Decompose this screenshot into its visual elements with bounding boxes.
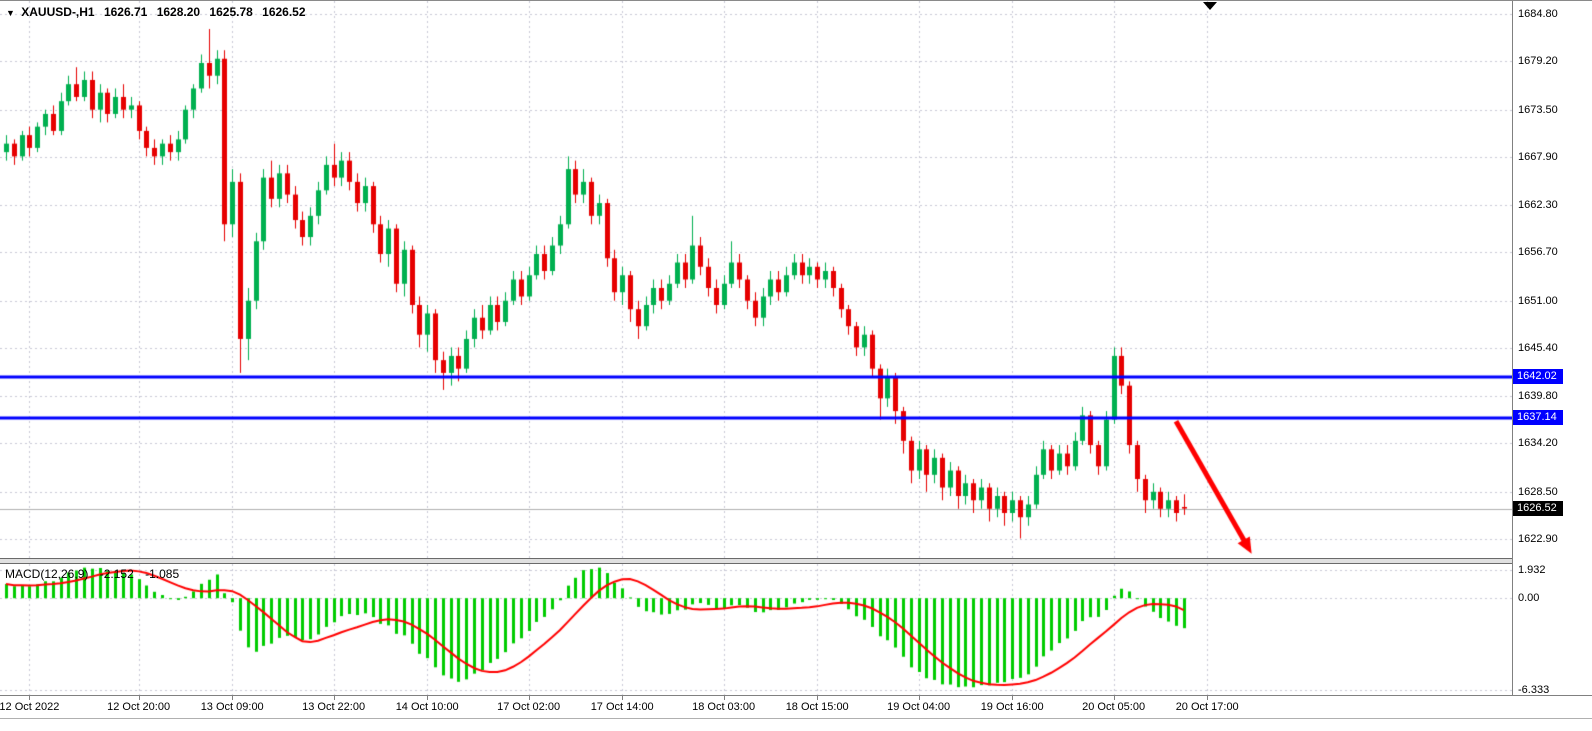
time-tick-label: 12 Oct 20:00 xyxy=(107,701,171,713)
ohlc-high-value: 1628.20 xyxy=(156,5,201,19)
macd-pane-bottom-border xyxy=(0,695,1592,696)
time-axis-tick-mark xyxy=(919,696,920,700)
time-tick-label: 17 Oct 14:00 xyxy=(590,701,654,713)
price-tick-label: 1634.20 xyxy=(1518,437,1558,450)
time-tick-label: 19 Oct 16:00 xyxy=(980,701,1044,713)
price-tick-label: 1645.40 xyxy=(1518,342,1558,355)
macd-tick-label: 1.932 xyxy=(1518,564,1546,577)
time-axis-tick-mark xyxy=(1012,696,1013,700)
time-axis-tick-mark xyxy=(1207,696,1208,700)
price-tick-label: 1679.20 xyxy=(1518,55,1558,68)
pane-divider[interactable] xyxy=(0,558,1592,564)
price-tick-label: 1662.30 xyxy=(1518,198,1558,211)
time-axis-tick-mark xyxy=(427,696,428,700)
candlestick-chart-canvas[interactable] xyxy=(0,1,1512,558)
price-tick-label: 1651.00 xyxy=(1518,294,1558,307)
ohlc-marker-icon: ▼ xyxy=(6,8,15,18)
price-tick-label: 1622.90 xyxy=(1518,533,1558,546)
macd-tick-label: 0.00 xyxy=(1518,592,1540,605)
time-tick-label: 20 Oct 05:00 xyxy=(1082,701,1146,713)
time-tick-label: 13 Oct 22:00 xyxy=(302,701,366,713)
price-tick-label: 1673.50 xyxy=(1518,103,1558,116)
time-tick-label: 19 Oct 04:00 xyxy=(887,701,951,713)
time-axis-tick-mark xyxy=(817,696,818,700)
macd-signal-value: -1.085 xyxy=(145,567,180,581)
ohlc-low-value: 1625.78 xyxy=(209,5,253,19)
macd-indicator-canvas[interactable] xyxy=(0,564,1512,695)
price-axis[interactable]: 1684.80 1679.20 1673.50 1667.90 1662.30 1656.… xyxy=(1513,1,1592,697)
symbol-header: ▼ XAUUSD-,H1 1626.71 1628.20 1625.78 162… xyxy=(6,5,312,19)
time-tick-label: 20 Oct 17:00 xyxy=(1175,701,1239,713)
price-tick-label: 1684.80 xyxy=(1518,7,1558,20)
bottom-strip xyxy=(0,718,1592,731)
time-tick-label: 14 Oct 10:00 xyxy=(395,701,459,713)
time-tick-label: 12 Oct 2022 xyxy=(0,701,60,713)
chart-shift-marker-icon[interactable] xyxy=(1203,2,1217,10)
time-tick-label: 17 Oct 02:00 xyxy=(497,701,561,713)
time-tick-label: 18 Oct 03:00 xyxy=(692,701,756,713)
time-axis[interactable]: 12 Oct 2022 12 Oct 20:00 13 Oct 09:00 13 Oc… xyxy=(0,696,1592,718)
time-axis-tick-mark xyxy=(139,696,140,700)
macd-name-label: MACD(12,26,9) xyxy=(5,567,89,581)
time-axis-tick-mark xyxy=(29,696,30,700)
hline-price-tag: 1637.14 xyxy=(1513,410,1563,426)
price-axis-separator xyxy=(1512,1,1513,718)
price-tick-label: 1667.90 xyxy=(1518,151,1558,164)
macd-indicator-label: MACD(12,26,9) -2.152 -1.085 xyxy=(5,567,187,581)
time-axis-tick-mark xyxy=(1114,696,1115,700)
time-axis-tick-mark xyxy=(529,696,530,700)
price-tick-label: 1628.50 xyxy=(1518,485,1558,498)
price-tick-label: 1639.80 xyxy=(1518,389,1558,402)
price-tick-label: 1656.70 xyxy=(1518,246,1558,259)
time-axis-tick-mark xyxy=(232,696,233,700)
time-tick-label: 13 Oct 09:00 xyxy=(200,701,264,713)
time-axis-tick-mark xyxy=(724,696,725,700)
macd-main-value: -2.152 xyxy=(99,567,134,581)
time-axis-tick-mark xyxy=(334,696,335,700)
hline-price-tag: 1642.02 xyxy=(1513,368,1563,384)
time-tick-label: 18 Oct 15:00 xyxy=(785,701,849,713)
time-axis-tick-mark xyxy=(622,696,623,700)
ohlc-close-value: 1626.52 xyxy=(262,5,306,19)
ohlc-open-value: 1626.71 xyxy=(103,5,148,19)
symbol-period-label: XAUUSD-,H1 xyxy=(21,5,95,19)
current-price-tag: 1626.52 xyxy=(1513,500,1563,516)
macd-tick-label: -6.333 xyxy=(1518,684,1550,697)
